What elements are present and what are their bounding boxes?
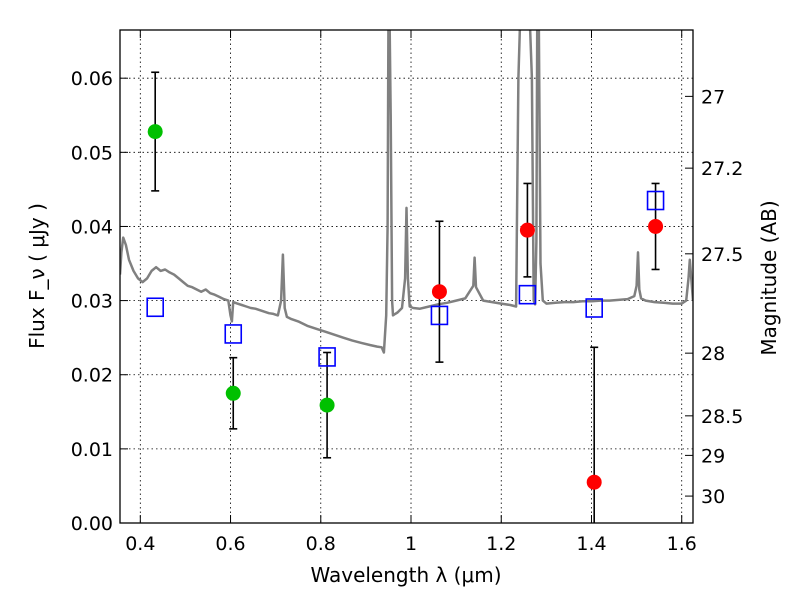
y-axis-label: Flux F_ν ( μJy ) [25, 203, 49, 349]
data-point-circle [147, 124, 163, 140]
right-tick-label: 28 [701, 343, 725, 365]
data-point-circle [648, 218, 664, 234]
data-point-square [646, 190, 665, 211]
data-point-circle [519, 222, 535, 238]
axis-ticks: 0.4 0.6 0.8 1 1.2 1.4 1.6 0.00 0.01 0.02 0.03 0.04 0… [71, 30, 743, 555]
right-tick-label: 27 [701, 86, 725, 108]
x-tick-label: 1.2 [486, 533, 516, 555]
y-tick-label: 0.05 [71, 142, 113, 164]
right-tick-label: 27.2 [701, 158, 743, 180]
x-tick-label: 0.4 [125, 533, 155, 555]
plot-frame [119, 29, 694, 524]
data-point-square [518, 284, 537, 305]
data-point-square [318, 347, 336, 367]
y-tick-label: 0.04 [71, 216, 113, 238]
data-point-square [146, 297, 164, 318]
y-right-axis-label: Magnitude (AB) [757, 200, 781, 355]
y-tick-label: 0.02 [71, 365, 113, 387]
right-tick-label: 28.5 [701, 406, 743, 428]
spectrum-line [120, 30, 693, 354]
data-point-circle [319, 397, 335, 413]
data-point-square [585, 298, 603, 318]
x-tick-label: 1.4 [576, 533, 606, 555]
spectrum-layer [120, 30, 693, 354]
data-point-circle [431, 284, 447, 300]
x-tick-label: 0.8 [306, 533, 336, 555]
data-point-circle [586, 474, 602, 490]
y-tick-label: 0.06 [71, 68, 113, 90]
y-tick-label: 0.00 [71, 513, 113, 535]
right-tick-label: 29 [701, 445, 725, 467]
x-tick-label: 1 [405, 533, 417, 555]
grid-lines [120, 30, 693, 524]
right-tick-label: 30 [701, 486, 725, 508]
data-point-square [430, 305, 449, 326]
y-tick-label: 0.01 [71, 439, 113, 461]
x-axis-label: Wavelength λ (μm) [310, 563, 501, 587]
x-tick-label: 1.6 [667, 533, 697, 555]
right-tick-label: 27.5 [701, 244, 743, 266]
data-point-circle [225, 385, 241, 401]
data-point-square [224, 324, 243, 344]
x-tick-label: 0.6 [215, 533, 245, 555]
y-tick-label: 0.03 [71, 291, 113, 313]
data-points-layer [146, 71, 665, 523]
